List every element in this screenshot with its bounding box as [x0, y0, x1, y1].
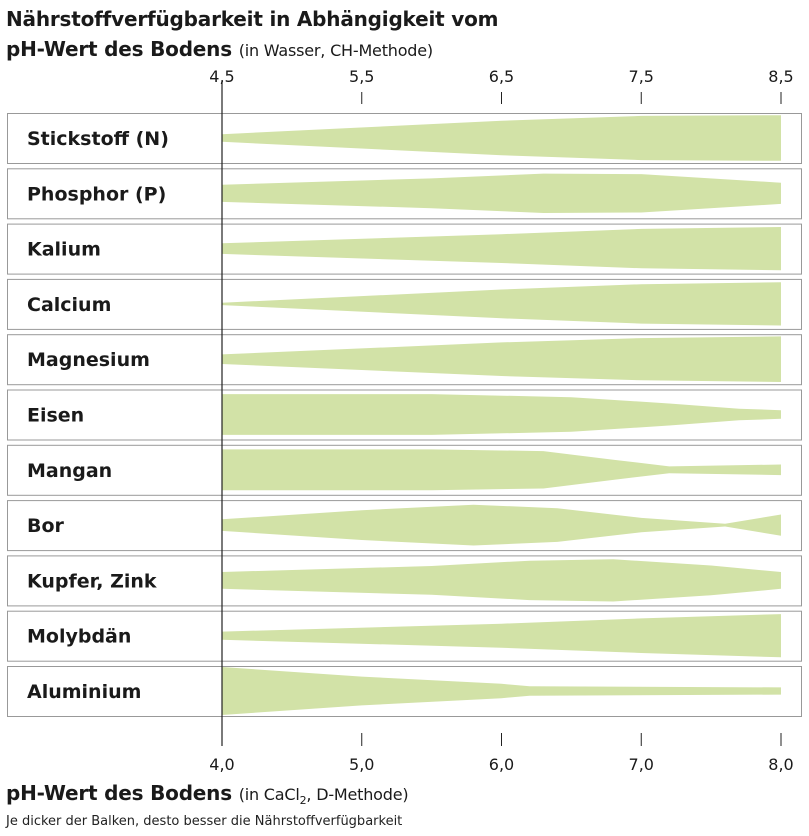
- availability-band: [222, 336, 781, 382]
- title-line-1: Nährstoffverfügbarkeit in Abhängigkeit v…: [6, 7, 499, 31]
- bottom-axis-title-suffix: , D-Methode): [306, 785, 409, 804]
- nutrient-label: Mangan: [27, 460, 112, 482]
- title-line-2-light: (in Wasser, CH-Methode): [238, 41, 433, 60]
- nutrient-label: Magnesium: [27, 349, 150, 371]
- bottom-axis-tick-label: 6,0: [489, 755, 514, 774]
- title-line-2: pH-Wert des Bodens (in Wasser, CH-Method…: [6, 34, 498, 66]
- availability-band: [222, 227, 781, 271]
- availability-band: [222, 173, 781, 213]
- chart-title: Nährstoffverfügbarkeit in Abhängigkeit v…: [6, 4, 498, 66]
- availability-band: [222, 115, 781, 161]
- nutrient-label: Kalium: [27, 239, 101, 261]
- availability-band: [222, 394, 781, 435]
- nutrient-label: Molybdän: [27, 626, 131, 648]
- availability-band: [222, 559, 781, 602]
- nutrient-label: Bor: [27, 515, 65, 537]
- bottom-axis-title-subscript: 2: [299, 794, 307, 808]
- bottom-axis-tick-label: 8,0: [768, 755, 793, 774]
- bottom-axis-title: pH-Wert des Bodens (in CaCl2, D-Methode): [6, 781, 409, 808]
- footnote: Je dicker der Balken, desto besser die N…: [6, 814, 403, 829]
- bottom-axis-tick-label: 4,0: [209, 755, 234, 774]
- availability-band: [222, 614, 781, 658]
- nutrient-label: Eisen: [27, 405, 84, 427]
- bottom-axis-title-bold: pH-Wert des Bodens: [6, 781, 232, 805]
- top-axis-tick-label: 6,5: [489, 67, 514, 86]
- nutrient-label: Phosphor (P): [27, 183, 166, 205]
- availability-band: [222, 667, 781, 715]
- nutrient-label: Stickstoff (N): [27, 128, 169, 150]
- top-axis-tick-label: 4,5: [209, 67, 234, 86]
- nutrient-label: Aluminium: [27, 681, 141, 703]
- availability-band: [222, 504, 781, 546]
- availability-band: [222, 449, 781, 491]
- top-axis-tick-label: 8,5: [768, 67, 793, 86]
- bottom-axis-title-prefix: (in CaCl: [238, 785, 300, 804]
- availability-band: [222, 282, 781, 326]
- nutrient-label: Kupfer, Zink: [27, 570, 157, 592]
- bottom-axis-tick-label: 5,0: [349, 755, 374, 774]
- top-axis-tick-label: 7,5: [629, 67, 654, 86]
- top-axis-tick-label: 5,5: [349, 67, 374, 86]
- bottom-axis-title-light: (in CaCl2, D-Methode): [238, 785, 409, 808]
- nutrient-label: Calcium: [27, 294, 111, 316]
- title-line-2-bold: pH-Wert des Bodens: [6, 37, 232, 61]
- bottom-axis-tick-label: 7,0: [629, 755, 654, 774]
